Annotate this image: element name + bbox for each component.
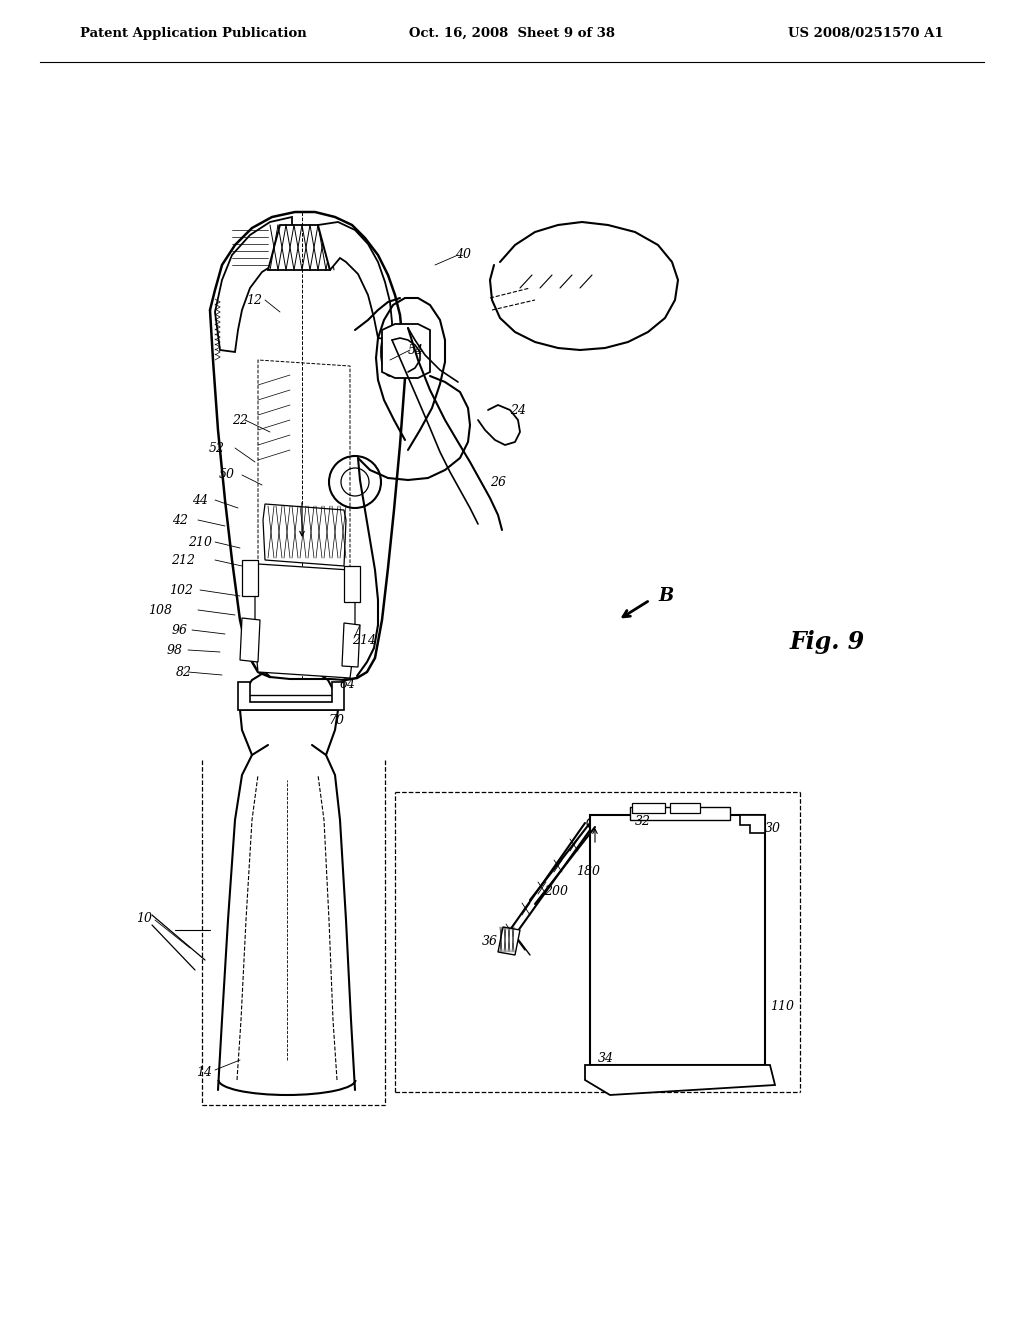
Text: 52: 52: [209, 441, 225, 454]
Text: Patent Application Publication: Patent Application Publication: [80, 26, 307, 40]
Text: 34: 34: [598, 1052, 614, 1065]
Polygon shape: [590, 814, 765, 1065]
Text: 10: 10: [136, 912, 152, 924]
Polygon shape: [318, 222, 392, 341]
Polygon shape: [344, 566, 360, 602]
Text: 42: 42: [172, 513, 188, 527]
Text: 98: 98: [167, 644, 183, 656]
Text: US 2008/0251570 A1: US 2008/0251570 A1: [788, 26, 944, 40]
Polygon shape: [498, 927, 520, 954]
Polygon shape: [740, 814, 765, 833]
Text: 30: 30: [765, 822, 781, 836]
Text: 210: 210: [188, 536, 212, 549]
Text: 40: 40: [455, 248, 471, 261]
Text: 180: 180: [575, 865, 600, 878]
Polygon shape: [242, 560, 258, 597]
Polygon shape: [263, 504, 346, 566]
Polygon shape: [585, 1065, 775, 1096]
Text: 102: 102: [169, 583, 193, 597]
Polygon shape: [382, 323, 430, 378]
Polygon shape: [342, 623, 360, 667]
Polygon shape: [255, 564, 355, 678]
Text: 54: 54: [408, 343, 424, 356]
Text: 32: 32: [635, 814, 651, 828]
Text: 212: 212: [171, 553, 195, 566]
Text: 70: 70: [328, 714, 344, 726]
Text: 50: 50: [219, 469, 234, 482]
Text: 110: 110: [770, 1001, 794, 1012]
Polygon shape: [240, 618, 260, 663]
Text: 200: 200: [544, 884, 568, 898]
Text: 64: 64: [340, 678, 356, 692]
Text: 82: 82: [176, 665, 193, 678]
Polygon shape: [670, 803, 700, 813]
Polygon shape: [632, 803, 665, 813]
Text: 14: 14: [196, 1065, 212, 1078]
Polygon shape: [630, 807, 730, 820]
Text: 96: 96: [172, 623, 188, 636]
Text: 26: 26: [490, 475, 506, 488]
Text: 36: 36: [482, 935, 498, 948]
Polygon shape: [238, 682, 344, 710]
Text: 24: 24: [510, 404, 526, 417]
Text: 108: 108: [148, 603, 172, 616]
Text: 44: 44: [193, 494, 208, 507]
Text: Oct. 16, 2008  Sheet 9 of 38: Oct. 16, 2008 Sheet 9 of 38: [409, 26, 615, 40]
Polygon shape: [215, 216, 292, 352]
Text: 22: 22: [232, 413, 248, 426]
Text: 214: 214: [352, 634, 376, 647]
Text: B: B: [658, 587, 673, 605]
Polygon shape: [268, 224, 330, 271]
Text: 12: 12: [246, 293, 262, 306]
Text: Fig. 9: Fig. 9: [790, 630, 865, 653]
